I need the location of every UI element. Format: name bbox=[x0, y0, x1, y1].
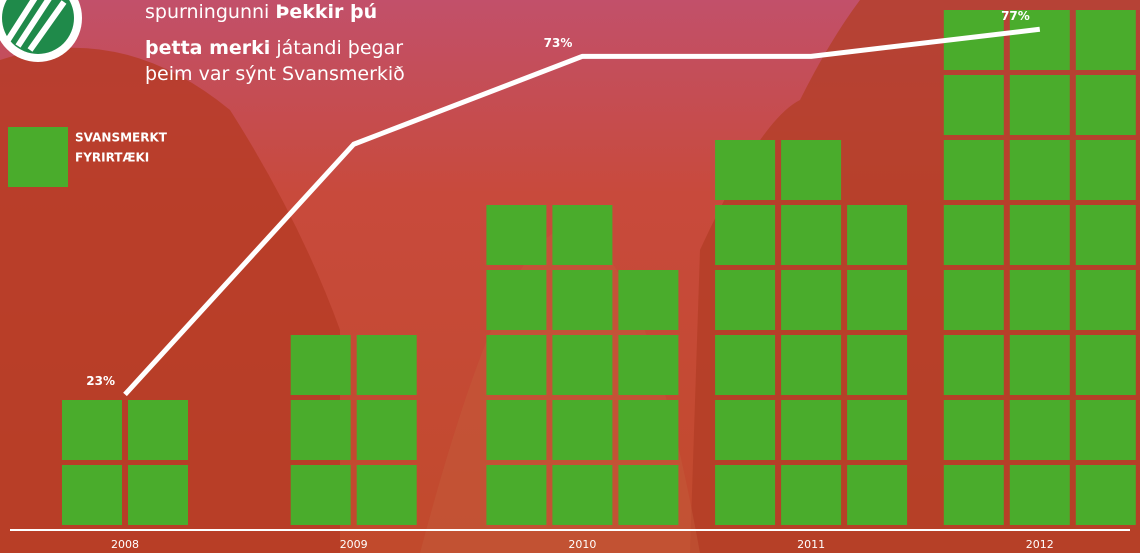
square bbox=[552, 205, 612, 265]
square bbox=[618, 335, 678, 395]
legend-swatch bbox=[8, 127, 68, 187]
square bbox=[1076, 10, 1136, 70]
square bbox=[486, 335, 546, 395]
x-tick-label: 2009 bbox=[340, 538, 368, 551]
intro-span: játandi þegar bbox=[270, 37, 403, 59]
square bbox=[944, 140, 1004, 200]
square bbox=[847, 270, 907, 330]
square bbox=[781, 270, 841, 330]
intro-span: spurningunni bbox=[145, 1, 275, 23]
intro-span: þeim var sýnt Svansmerkið bbox=[145, 63, 405, 85]
square bbox=[552, 465, 612, 525]
square bbox=[944, 205, 1004, 265]
square bbox=[1010, 270, 1070, 330]
square bbox=[1076, 75, 1136, 135]
square bbox=[781, 465, 841, 525]
square bbox=[62, 465, 122, 525]
value-label: 73% bbox=[544, 36, 573, 50]
square bbox=[618, 270, 678, 330]
legend-label: SVANSMERKT bbox=[75, 131, 168, 145]
square bbox=[1076, 140, 1136, 200]
x-tick-label: 2011 bbox=[797, 538, 825, 551]
square bbox=[781, 205, 841, 265]
x-tick-label: 2010 bbox=[568, 538, 596, 551]
square bbox=[552, 335, 612, 395]
intro-line: þeim var sýnt Svansmerkið bbox=[145, 63, 405, 85]
square bbox=[357, 400, 417, 460]
square bbox=[715, 140, 775, 200]
square bbox=[552, 270, 612, 330]
square bbox=[486, 400, 546, 460]
square bbox=[715, 205, 775, 265]
square bbox=[1010, 75, 1070, 135]
square bbox=[1010, 205, 1070, 265]
square bbox=[486, 205, 546, 265]
square bbox=[291, 400, 351, 460]
legend-label: FYRIRTÆKI bbox=[75, 151, 149, 165]
square bbox=[486, 465, 546, 525]
square bbox=[944, 400, 1004, 460]
intro-bold: Þekkir þú bbox=[275, 1, 377, 23]
square bbox=[128, 465, 188, 525]
square bbox=[944, 465, 1004, 525]
square bbox=[62, 400, 122, 460]
square bbox=[128, 400, 188, 460]
square bbox=[1010, 465, 1070, 525]
square bbox=[715, 270, 775, 330]
value-label: 77% bbox=[1001, 9, 1030, 23]
square bbox=[847, 335, 907, 395]
intro-line: spurningunni Þekkir þú bbox=[145, 1, 377, 23]
square bbox=[357, 335, 417, 395]
square bbox=[781, 335, 841, 395]
x-tick-label: 2012 bbox=[1026, 538, 1054, 551]
square bbox=[1010, 335, 1070, 395]
square bbox=[944, 270, 1004, 330]
chart: spurningunni Þekkir þúþetta merki játand… bbox=[0, 0, 1140, 553]
square bbox=[1076, 270, 1136, 330]
square bbox=[847, 205, 907, 265]
square bbox=[781, 140, 841, 200]
square bbox=[1010, 400, 1070, 460]
intro-line: þetta merki játandi þegar bbox=[145, 37, 403, 59]
square bbox=[552, 400, 612, 460]
square bbox=[944, 75, 1004, 135]
square bbox=[357, 465, 417, 525]
square bbox=[618, 465, 678, 525]
square bbox=[715, 465, 775, 525]
x-tick-label: 2008 bbox=[111, 538, 139, 551]
square bbox=[847, 400, 907, 460]
intro-bold: þetta merki bbox=[145, 37, 270, 59]
square bbox=[847, 465, 907, 525]
square bbox=[291, 335, 351, 395]
square bbox=[1076, 465, 1136, 525]
value-label: 23% bbox=[86, 374, 115, 388]
square bbox=[715, 400, 775, 460]
square bbox=[1076, 335, 1136, 395]
square bbox=[1076, 400, 1136, 460]
square bbox=[781, 400, 841, 460]
square bbox=[618, 400, 678, 460]
square bbox=[715, 335, 775, 395]
square bbox=[486, 270, 546, 330]
square bbox=[291, 465, 351, 525]
square bbox=[944, 335, 1004, 395]
square bbox=[1010, 140, 1070, 200]
square bbox=[1076, 205, 1136, 265]
